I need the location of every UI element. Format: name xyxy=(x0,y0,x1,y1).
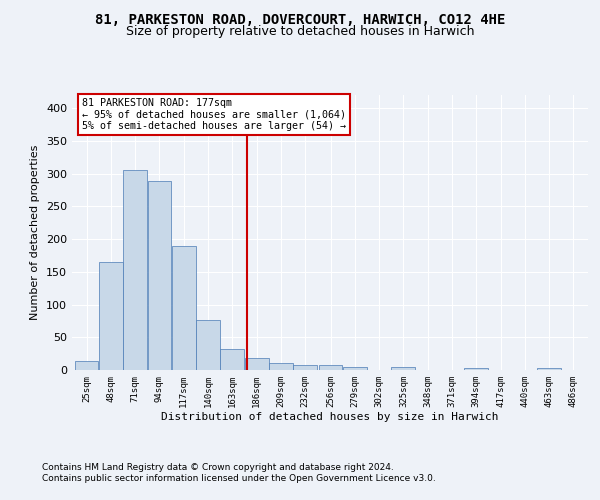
Bar xyxy=(464,368,488,370)
Text: Distribution of detached houses by size in Harwich: Distribution of detached houses by size … xyxy=(161,412,499,422)
Bar xyxy=(148,182,172,370)
Bar xyxy=(220,349,244,370)
Text: Size of property relative to detached houses in Harwich: Size of property relative to detached ho… xyxy=(126,25,474,38)
Bar xyxy=(293,365,317,370)
Text: Contains HM Land Registry data © Crown copyright and database right 2024.: Contains HM Land Registry data © Crown c… xyxy=(42,462,394,471)
Bar xyxy=(245,358,269,370)
Bar xyxy=(172,246,196,370)
Bar xyxy=(391,366,415,370)
Bar xyxy=(74,361,98,370)
Bar xyxy=(196,320,220,370)
Bar xyxy=(99,262,123,370)
Text: 81, PARKESTON ROAD, DOVERCOURT, HARWICH, CO12 4HE: 81, PARKESTON ROAD, DOVERCOURT, HARWICH,… xyxy=(95,12,505,26)
Text: Contains public sector information licensed under the Open Government Licence v3: Contains public sector information licen… xyxy=(42,474,436,483)
Bar xyxy=(269,364,293,370)
Bar xyxy=(343,366,367,370)
Bar xyxy=(123,170,147,370)
Text: 81 PARKESTON ROAD: 177sqm
← 95% of detached houses are smaller (1,064)
5% of sem: 81 PARKESTON ROAD: 177sqm ← 95% of detac… xyxy=(82,98,346,131)
Bar xyxy=(537,368,561,370)
Y-axis label: Number of detached properties: Number of detached properties xyxy=(31,145,40,320)
Bar xyxy=(319,365,343,370)
